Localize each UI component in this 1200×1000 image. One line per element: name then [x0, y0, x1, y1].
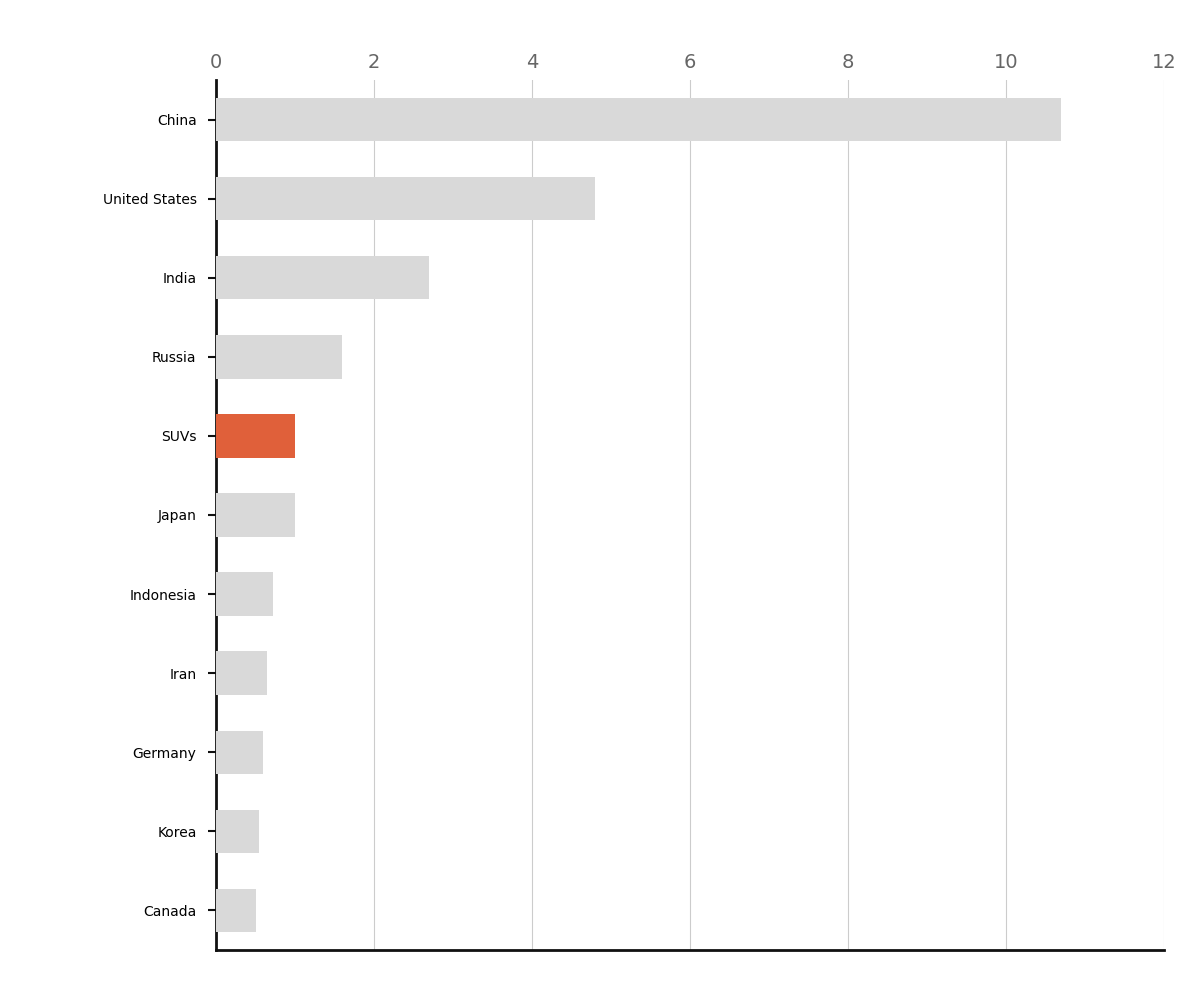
- Bar: [216, 256, 430, 299]
- Bar: [216, 177, 595, 220]
- Bar: [216, 493, 295, 537]
- Bar: [216, 414, 295, 458]
- Bar: [216, 335, 342, 379]
- Bar: [216, 651, 268, 695]
- Bar: [216, 572, 272, 616]
- Bar: [216, 98, 1061, 141]
- Bar: [216, 810, 259, 853]
- Bar: [216, 731, 264, 774]
- Bar: [216, 889, 256, 932]
